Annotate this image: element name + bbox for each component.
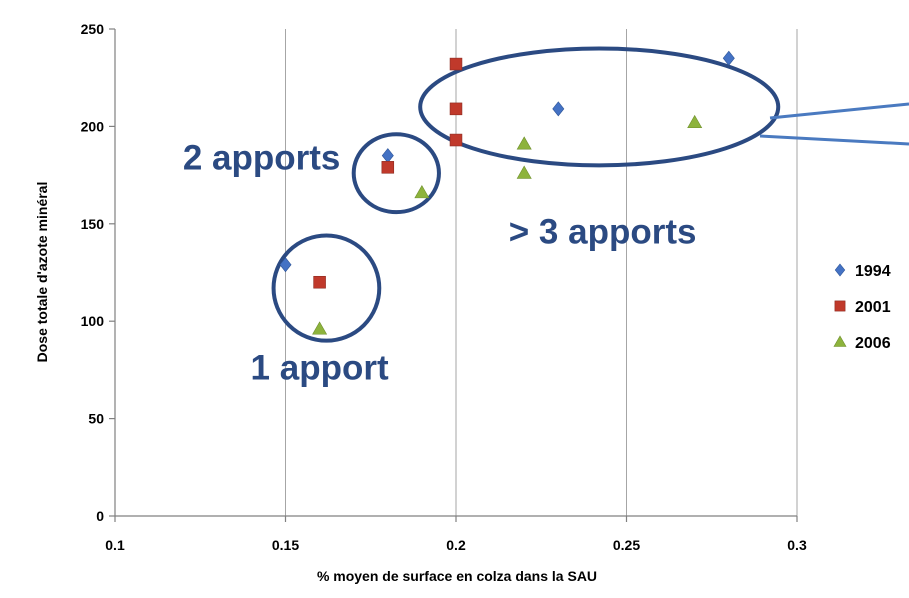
legend-marker-2001 xyxy=(834,300,846,312)
y-tick-label: 100 xyxy=(81,313,105,329)
x-tick-label: 0.3 xyxy=(787,537,807,553)
group-ellipse-1 xyxy=(271,233,382,343)
x-tick-label: 0.1 xyxy=(105,537,125,553)
y-tick-label: 50 xyxy=(88,411,104,427)
data-point-1994 xyxy=(381,148,394,164)
data-point-2006 xyxy=(687,114,703,129)
data-point-2001 xyxy=(449,133,463,147)
data-point-2001 xyxy=(313,275,326,289)
data-point-2006 xyxy=(312,321,328,335)
group-outlines xyxy=(271,46,909,343)
legend: 1994 2001 2006 xyxy=(833,263,891,352)
x-tick-label: 0.15 xyxy=(272,537,299,553)
data-point-1994 xyxy=(279,257,292,273)
legend-marker-2006 xyxy=(833,335,847,347)
tick-labels: 0 50 100 150 200 250 0.1 0.15 0.2 0.25 0.3 xyxy=(81,21,807,553)
annotations: 1 apport 2 apports > 3 apports xyxy=(183,138,697,387)
data-point-1994 xyxy=(722,50,735,66)
group-ellipse-2 xyxy=(351,132,441,215)
data-point-2006 xyxy=(414,185,430,199)
y-tick-label: 200 xyxy=(81,118,105,134)
y-tick-label: 0 xyxy=(96,508,104,524)
annotation-label: 1 apport xyxy=(251,349,389,388)
y-tick-label: 150 xyxy=(81,216,105,232)
data-point-2001 xyxy=(449,102,463,116)
axes xyxy=(109,28,798,522)
legend-marker-1994 xyxy=(834,263,846,277)
callout-line xyxy=(759,134,909,146)
annotation-label: 2 apports xyxy=(183,138,341,177)
y-tick-label: 250 xyxy=(81,21,105,37)
annotation-label: > 3 apports xyxy=(509,212,697,251)
x-tick-label: 0.25 xyxy=(613,537,640,553)
legend-label: 1994 xyxy=(855,263,891,280)
data-point-2006 xyxy=(516,136,532,150)
x-tick-label: 0.2 xyxy=(446,537,466,553)
x-axis-title: % moyen de surface en colza dans la SAU xyxy=(317,568,597,584)
data-points xyxy=(279,50,735,335)
y-axis-title: Dose totale d'azote minéral xyxy=(34,182,50,363)
legend-label: 2006 xyxy=(855,335,891,352)
callout-line xyxy=(769,102,909,120)
data-point-1994 xyxy=(552,101,565,117)
group-ellipse-3 xyxy=(418,46,781,168)
data-point-2001 xyxy=(381,161,395,174)
gridlines xyxy=(285,29,798,516)
data-point-2001 xyxy=(449,57,463,71)
data-point-2006 xyxy=(516,165,532,179)
legend-label: 2001 xyxy=(855,299,891,316)
